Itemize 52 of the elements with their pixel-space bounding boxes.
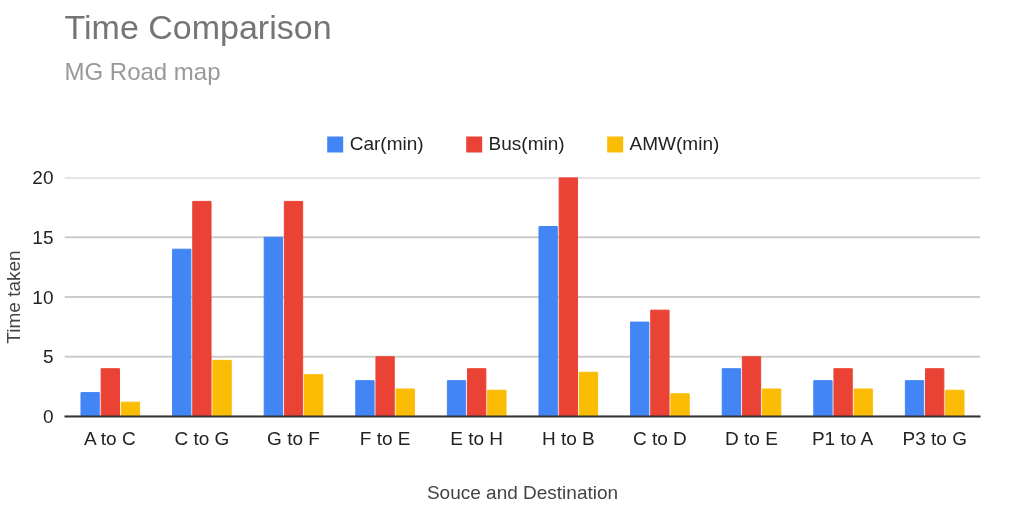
bar [761,388,782,417]
y-tick-label: 20 [32,167,54,188]
bar [467,368,487,417]
x-tick-label: A to C [83,427,136,449]
legend-label: AMW(min) [629,133,720,155]
x-tick-label: E to H [450,427,504,449]
bar [945,389,965,417]
chart-subtitle: MG Road map [64,57,221,85]
x-tick-label: C to D [632,427,687,449]
y-tick-label: 5 [42,346,54,368]
bar [212,359,232,417]
bar [446,380,467,417]
x-tick-label: G to F [267,427,320,449]
bar [263,236,284,417]
x-axis-title: Souce and Destination [426,481,619,503]
bar [538,225,558,417]
bar [303,374,324,417]
y-tick-label: 0 [42,406,54,427]
bar [100,368,120,417]
x-tick-label: C to G [174,427,230,449]
bar [670,393,690,417]
bar [80,392,100,417]
bar [741,356,762,417]
chart-title: Time Comparison [64,7,332,46]
y-tick-label: 15 [32,226,54,248]
bar [355,380,375,417]
bar [172,248,192,417]
x-tick-label: F to E [359,427,411,449]
bar [578,371,599,417]
x-tick-label: P3 to G [902,427,967,449]
legend-label: Bus(min) [488,133,565,155]
x-tick-label: P1 to A [811,427,874,449]
bar [833,368,853,417]
bar [375,356,395,417]
bar [283,200,304,417]
x-tick-label: H to B [541,427,595,449]
y-axis-title: Time taken [3,250,25,344]
bar [813,380,833,417]
bar [650,309,670,417]
bar [721,368,742,417]
bar [853,388,873,417]
bar [558,177,578,417]
y-tick-label: 10 [32,286,54,308]
bar [630,321,650,417]
bar [487,389,507,417]
bar [120,401,141,417]
legend-label: Car(min) [349,133,424,155]
x-tick-label: D to E [725,427,778,449]
bar [904,380,925,417]
bar [192,200,212,417]
bar [925,368,945,417]
bar [395,388,415,417]
